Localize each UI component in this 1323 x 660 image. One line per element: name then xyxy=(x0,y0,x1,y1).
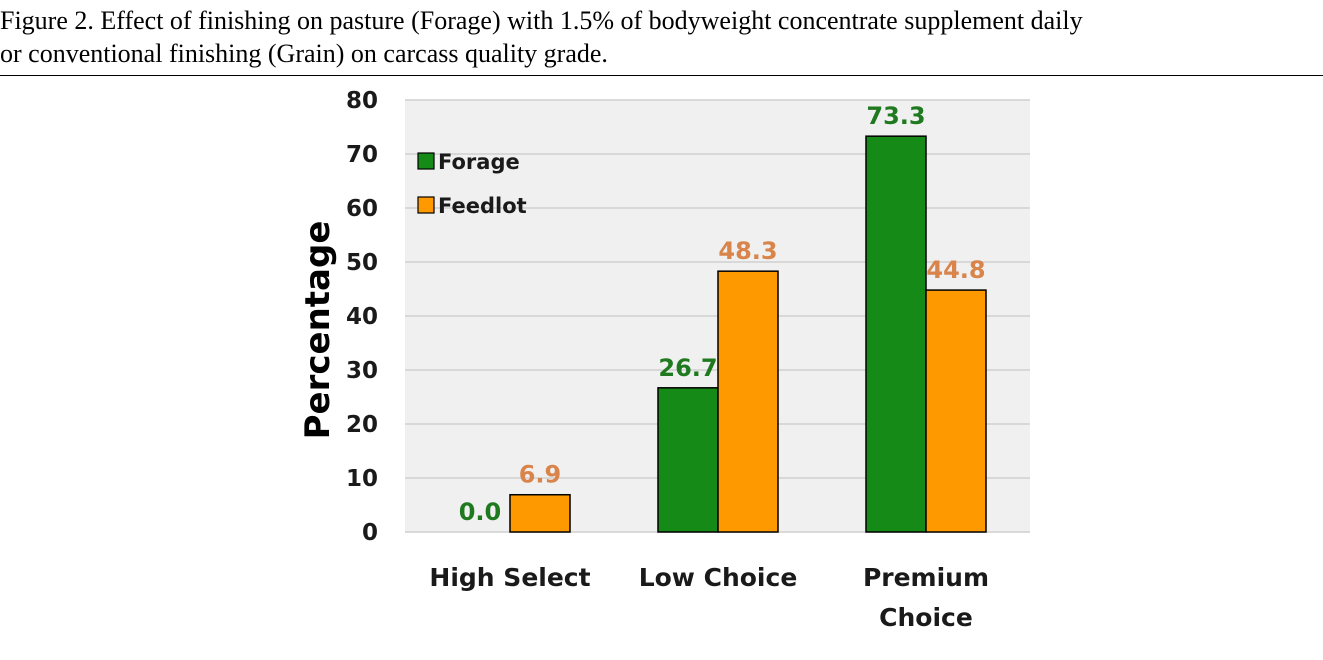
x-category-label-1-0: Low Choice xyxy=(639,563,798,592)
y-tick-label-10: 10 xyxy=(346,466,378,492)
y-tick-label-0: 0 xyxy=(362,520,378,546)
legend-swatch-feedlot xyxy=(417,196,435,214)
caption-line-1: Figure 2. Effect of finishing on pasture… xyxy=(0,6,1083,35)
bar-feedlot-1 xyxy=(717,270,779,533)
y-tick-label-30: 30 xyxy=(346,358,378,384)
x-category-label-2-1: Choice xyxy=(879,603,973,632)
data-label-feedlot-1: 48.3 xyxy=(718,237,777,265)
y-axis-label: Percentage xyxy=(298,221,338,440)
data-label-feedlot-0: 6.9 xyxy=(519,461,562,489)
caption-divider xyxy=(0,75,1323,76)
bar-forage-1 xyxy=(657,387,719,533)
x-category-label-2-0: Premium xyxy=(863,563,989,592)
legend-swatch-forage xyxy=(417,152,435,170)
y-tick-label-20: 20 xyxy=(346,412,378,438)
data-label-feedlot-2: 44.8 xyxy=(926,256,985,284)
y-tick-label-50: 50 xyxy=(346,250,378,276)
bar-feedlot-2 xyxy=(925,289,987,533)
y-tick-label-80: 80 xyxy=(346,88,378,114)
bar-feedlot-0 xyxy=(509,493,571,533)
data-label-forage-2: 73.3 xyxy=(866,102,925,130)
x-category-label-0-0: High Select xyxy=(429,563,590,592)
y-tick-label-60: 60 xyxy=(346,196,378,222)
y-tick-label-40: 40 xyxy=(346,304,378,330)
data-label-forage-1: 26.7 xyxy=(658,354,717,382)
caption-line-2: or conventional finishing (Grain) on car… xyxy=(0,39,608,68)
legend-label-forage: Forage xyxy=(438,150,520,174)
legend-label-feedlot: Feedlot xyxy=(438,194,527,218)
figure-caption: Figure 2. Effect of finishing on pasture… xyxy=(0,4,1323,70)
y-tick-label-70: 70 xyxy=(346,142,378,168)
bar-forage-2 xyxy=(865,135,927,533)
data-label-forage-0: 0.0 xyxy=(459,498,502,526)
